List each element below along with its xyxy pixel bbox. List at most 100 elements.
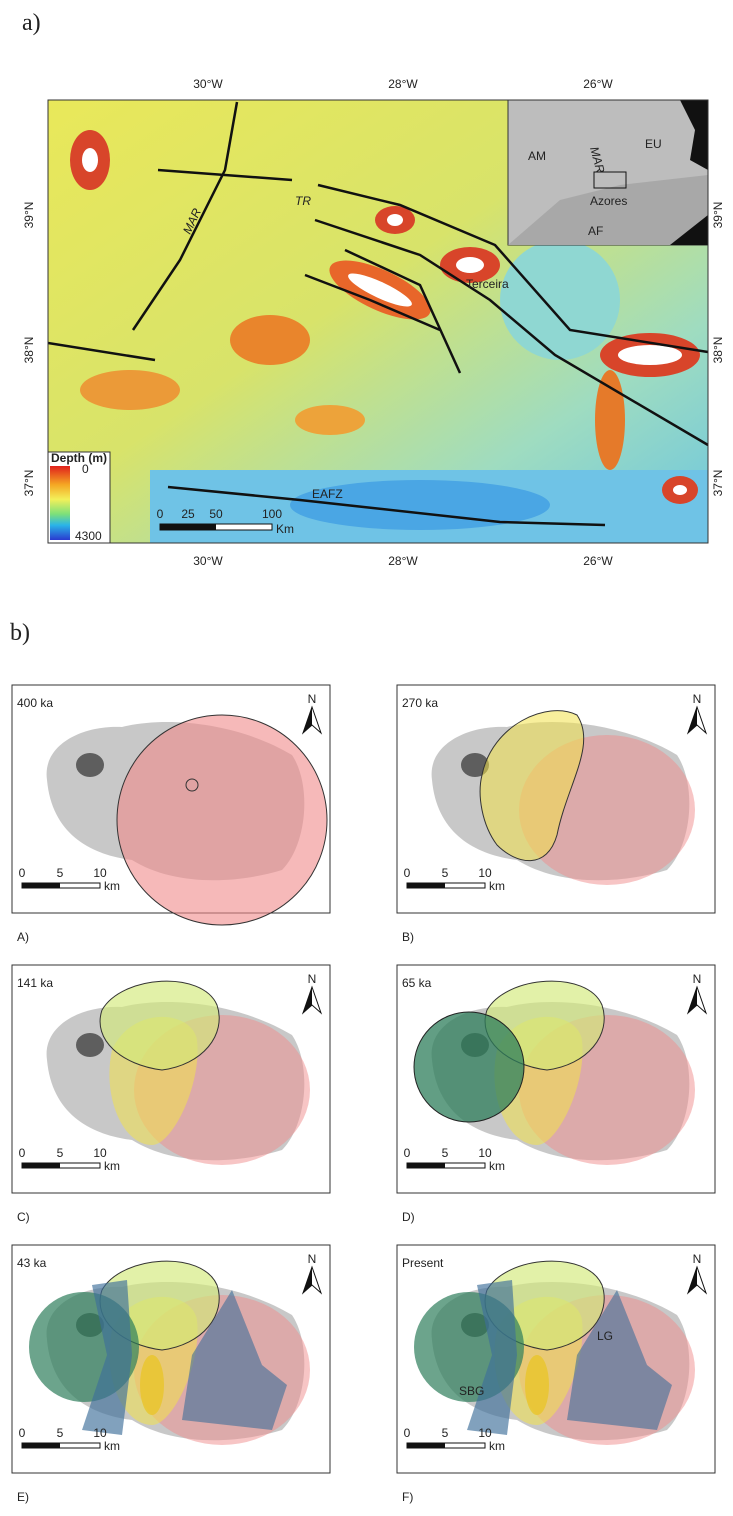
panel-caption: A)	[17, 930, 29, 944]
lat-label: 37°N	[22, 470, 36, 497]
region-label: LG	[597, 1329, 613, 1343]
panel-caption: B)	[402, 930, 414, 944]
inset-label: EU	[645, 137, 662, 151]
north-arrow	[688, 707, 697, 733]
scale-label: 5	[57, 866, 64, 880]
map-panel	[11, 964, 331, 1194]
region	[567, 1290, 672, 1430]
age-label: Present	[402, 1256, 444, 1270]
scale-label: 5	[442, 1146, 449, 1160]
scale-label: 0	[19, 1146, 26, 1160]
scale-label: 10	[478, 1426, 492, 1440]
region	[461, 753, 489, 777]
map-panel	[11, 684, 331, 926]
region	[185, 778, 199, 792]
region	[82, 1280, 132, 1435]
map-label: TR	[295, 194, 311, 208]
region	[467, 1280, 517, 1435]
north-label: N	[693, 692, 702, 706]
panel-caption: D)	[402, 1210, 415, 1224]
age-label: 270 ka	[402, 696, 438, 710]
lat-label: 39°N	[711, 202, 725, 229]
scale-label: 10	[93, 1146, 107, 1160]
scale-label: 25	[181, 507, 195, 521]
north-arrow	[303, 1267, 312, 1293]
region	[413, 1011, 525, 1123]
scale-label: 0	[157, 507, 164, 521]
age-label: 141 ka	[17, 976, 53, 990]
map-label: Terceira	[466, 277, 509, 291]
lat-label: 37°N	[711, 470, 725, 497]
panel-label: b)	[10, 620, 30, 646]
scale-bar	[407, 1443, 445, 1448]
lon-label: 30°W	[193, 554, 223, 568]
inset-label: AM	[528, 149, 546, 163]
scale-label: 5	[442, 866, 449, 880]
age-label: 400 ka	[17, 696, 53, 710]
region	[525, 1355, 549, 1415]
scale-unit: km	[489, 1439, 505, 1453]
north-arrow	[303, 707, 312, 733]
region	[116, 714, 328, 926]
legend-label: 0	[82, 462, 89, 476]
scale-label: 50	[209, 507, 223, 521]
north-label: N	[693, 972, 702, 986]
scale-label: 5	[442, 1426, 449, 1440]
region	[76, 1033, 104, 1057]
scale-bar	[22, 1163, 60, 1168]
scale-label: 0	[404, 1426, 411, 1440]
map-panel	[396, 964, 716, 1194]
scale-label: 5	[57, 1426, 64, 1440]
age-label: 43 ka	[17, 1256, 47, 1270]
lon-label: 30°W	[193, 77, 223, 91]
region	[182, 1290, 287, 1430]
inset-label: Azores	[590, 194, 627, 208]
inset-label: MAR	[587, 145, 608, 175]
legend-label: 4300	[75, 529, 102, 543]
north-arrow	[688, 987, 697, 1013]
panel-caption: E)	[17, 1490, 29, 1504]
scale-label: 10	[93, 866, 107, 880]
scale-label: 100	[262, 507, 282, 521]
map-label: EAFZ	[312, 487, 343, 501]
lat-label: 38°N	[22, 337, 36, 364]
region	[140, 1355, 164, 1415]
north-label: N	[693, 1252, 702, 1266]
scale-bar	[407, 1163, 445, 1168]
scale-bar	[22, 1443, 60, 1448]
north-label: N	[308, 692, 317, 706]
scale-unit: Km	[276, 522, 294, 536]
bathymetry-map	[48, 100, 708, 543]
scale-label: 0	[404, 866, 411, 880]
lon-label: 26°W	[583, 77, 613, 91]
lon-label: 28°W	[388, 554, 418, 568]
scale-unit: km	[104, 1159, 120, 1173]
north-arrow	[688, 1267, 697, 1293]
scale-label: 10	[478, 866, 492, 880]
scale-unit: km	[104, 879, 120, 893]
map-panel	[396, 1244, 716, 1474]
scale-label: 10	[93, 1426, 107, 1440]
scale-label: 0	[19, 1426, 26, 1440]
lon-label: 28°W	[388, 77, 418, 91]
scale-unit: km	[104, 1439, 120, 1453]
north-label: N	[308, 972, 317, 986]
north-arrow	[303, 987, 312, 1013]
scale-unit: km	[489, 1159, 505, 1173]
lon-label: 26°W	[583, 554, 613, 568]
lat-label: 38°N	[711, 337, 725, 364]
map-panel	[11, 1244, 331, 1474]
region	[76, 753, 104, 777]
age-label: 65 ka	[402, 976, 432, 990]
scale-unit: km	[489, 879, 505, 893]
scale-label: 0	[19, 866, 26, 880]
region	[479, 710, 585, 862]
region	[99, 980, 220, 1071]
legend-title: Depth (m)	[51, 451, 107, 465]
panel-caption: F)	[402, 1490, 413, 1504]
panel-label: a)	[22, 10, 41, 36]
region-label: SBG	[459, 1384, 484, 1398]
north-label: N	[308, 1252, 317, 1266]
scale-label: 5	[57, 1146, 64, 1160]
